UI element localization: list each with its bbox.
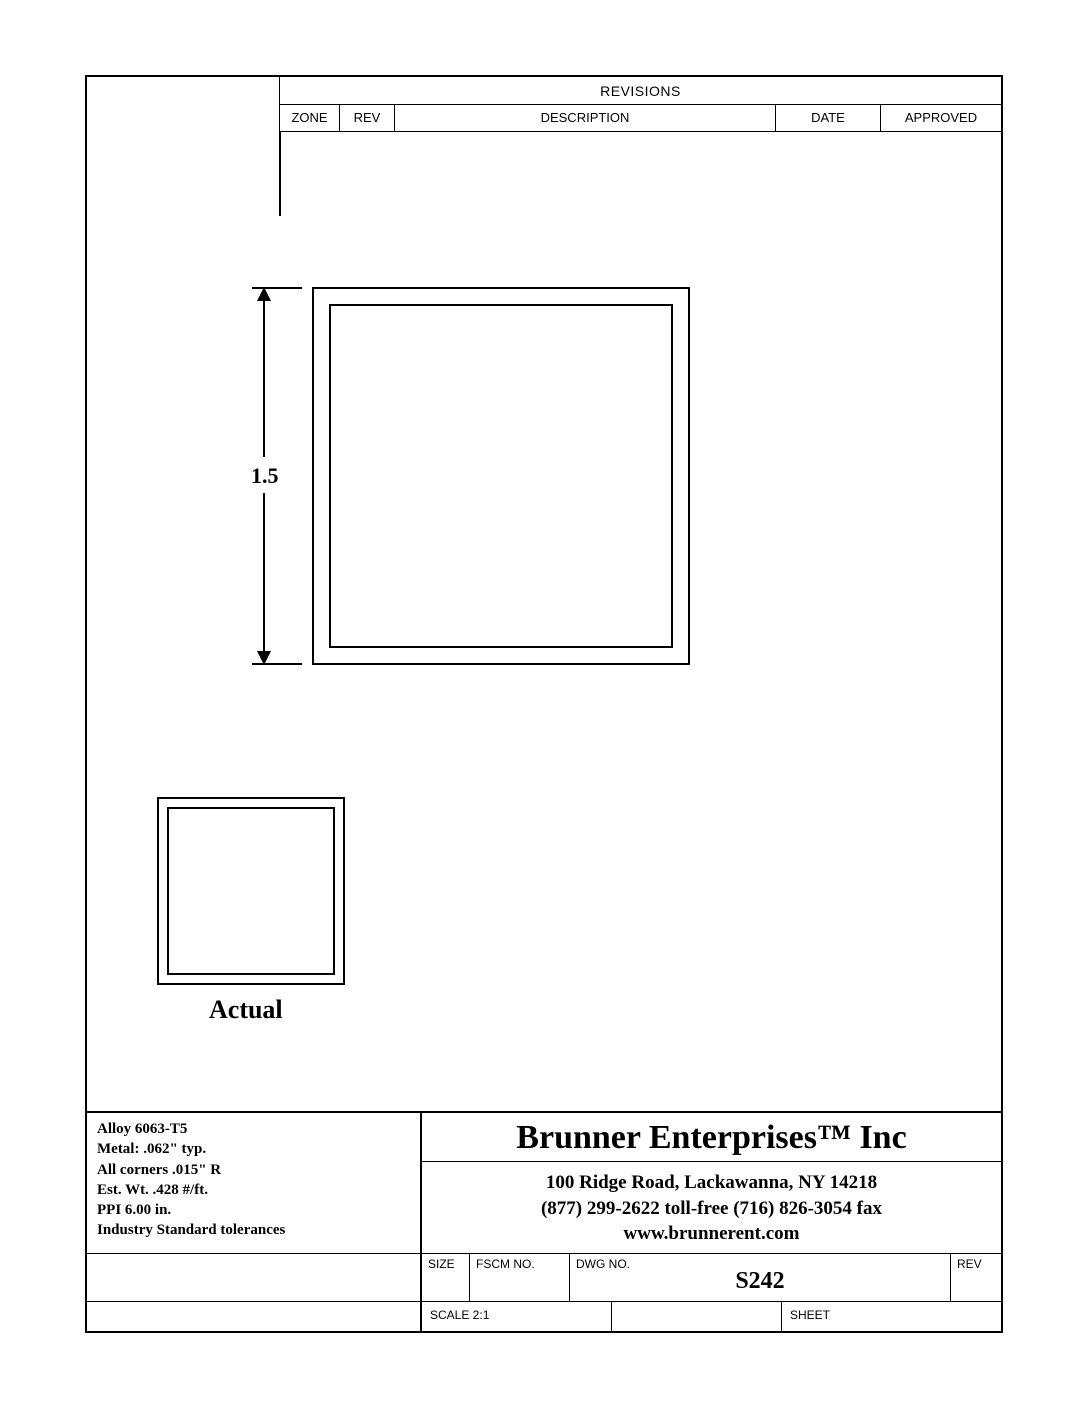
label-scale: SCALE 2:1 [422,1302,612,1331]
company-web: www.brunnerent.com [422,1221,1001,1247]
label-dwg: DWG NO. S242 [570,1254,951,1301]
tb-left-blank [87,1254,422,1301]
dim-arrow-top [255,287,273,305]
title-block-top-row: Alloy 6063-T5 Metal: .062" typ. All corn… [87,1113,1001,1253]
revisions-title: REVISIONS [280,77,1001,105]
company-cell: Brunner Enterprises™ Inc 100 Ridge Road,… [422,1113,1001,1253]
dim-line-lower [263,493,265,665]
note-line: Industry Standard tolerances [97,1220,410,1240]
note-line: Est. Wt. .428 #/ft. [97,1180,410,1200]
col-description: DESCRIPTION [395,105,776,131]
col-rev: REV [340,105,395,131]
notes-cell: Alloy 6063-T5 Metal: .062" typ. All corn… [87,1113,422,1253]
actual-profile-inner [167,807,335,975]
label-size: SIZE [422,1254,470,1301]
dim-arrow-bottom [255,647,273,665]
title-block-bottom-row: SCALE 2:1 SHEET [87,1301,1001,1331]
bottom-mid-blank [612,1302,782,1331]
actual-profile-outer [157,797,345,985]
drawing-sheet: REVISIONS ZONE REV DESCRIPTION DATE APPR… [85,75,1003,1333]
note-line: Metal: .062" typ. [97,1139,410,1159]
title-block-mid-row: SIZE FSCM NO. DWG NO. S242 REV [87,1253,1001,1301]
note-line: PPI 6.00 in. [97,1200,410,1220]
tb-left-blank-2 [87,1302,422,1331]
col-date: DATE [776,105,881,131]
scaled-profile-inner [329,304,673,648]
revisions-stub-line [279,131,281,216]
label-fscm: FSCM NO. [470,1254,570,1301]
company-contact: (877) 299-2622 toll-free (716) 826-3054 … [422,1196,1001,1222]
dwg-number: S242 [570,1268,950,1295]
col-zone: ZONE [280,105,340,131]
company-name: Brunner Enterprises™ Inc [422,1113,1001,1162]
note-line: All corners .015" R [97,1160,410,1180]
label-sheet: SHEET [782,1302,1001,1331]
company-address: 100 Ridge Road, Lackawanna, NY 14218 [422,1170,1001,1196]
title-block: Alloy 6063-T5 Metal: .062" typ. All corn… [87,1111,1001,1331]
company-address-block: 100 Ridge Road, Lackawanna, NY 14218 (87… [422,1162,1001,1253]
label-rev: REV [951,1254,1001,1301]
scaled-profile-outer [312,287,690,665]
dim-line-upper [263,287,265,457]
col-approved: APPROVED [881,105,1001,131]
note-line: Alloy 6063-T5 [97,1119,410,1139]
actual-label: Actual [209,995,283,1025]
dimension-value: 1.5 [247,461,283,491]
revisions-block: REVISIONS ZONE REV DESCRIPTION DATE APPR… [279,77,1001,132]
revisions-columns: ZONE REV DESCRIPTION DATE APPROVED [280,105,1001,131]
